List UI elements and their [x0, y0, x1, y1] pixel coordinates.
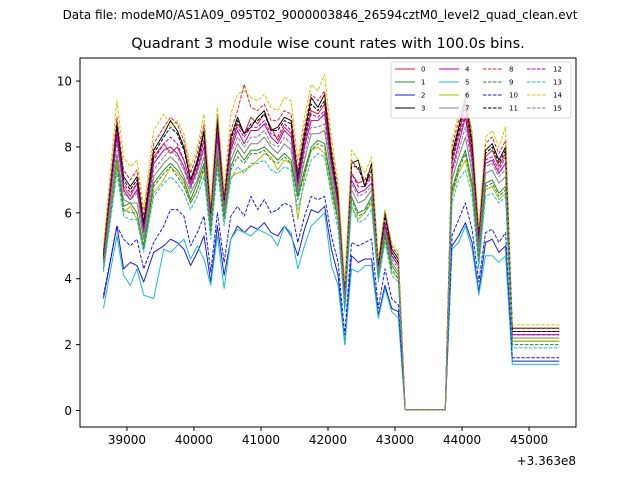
legend-label-0: 0 [421, 66, 425, 74]
series-line-15 [103, 123, 560, 411]
x-tick-label: 45000 [510, 433, 548, 447]
series-line-5 [103, 212, 560, 411]
y-tick-label: 0 [64, 404, 72, 418]
y-tick-label: 2 [64, 338, 72, 352]
legend-label-10: 10 [509, 92, 518, 100]
series-line-2 [103, 205, 560, 411]
series-line-12 [103, 110, 560, 411]
figure-suptitle: Data file: modeM0/AS1A09_095T02_90000038… [62, 8, 578, 22]
x-tick-label: 39000 [108, 433, 146, 447]
x-tick-label: 41000 [242, 433, 280, 447]
series-line-8 [103, 83, 560, 411]
x-tick-label: 40000 [175, 433, 213, 447]
series-line-9 [103, 143, 560, 411]
series-line-14 [103, 74, 560, 411]
series-line-11 [103, 100, 560, 411]
legend-label-11: 11 [509, 105, 518, 113]
legend-label-6: 6 [465, 92, 470, 100]
x-tick-label: 44000 [443, 433, 481, 447]
legend-label-3: 3 [421, 105, 425, 113]
legend-label-4: 4 [465, 66, 470, 74]
series-line-1 [103, 139, 560, 411]
legend-label-12: 12 [553, 66, 562, 74]
legend-label-2: 2 [421, 92, 425, 100]
legend-label-14: 14 [553, 92, 562, 100]
legend-label-9: 9 [509, 79, 513, 87]
legend-label-1: 1 [421, 79, 425, 87]
series-line-6 [103, 146, 560, 411]
y-tick-label: 6 [64, 206, 72, 220]
x-tick-label: 43000 [376, 433, 414, 447]
series-line-13 [103, 153, 560, 411]
chart-title: Quadrant 3 module wise count rates with … [131, 36, 525, 52]
axes-layer: 39000 40000 41000 42000 43000 44000 45000+3.36… [57, 57, 577, 468]
x-tick-label: 42000 [309, 433, 347, 447]
y-tick-label: 10 [57, 75, 72, 89]
x-offset-label: +3.363e8 [517, 454, 576, 468]
legend-box [390, 61, 572, 119]
legend-label-5: 5 [465, 79, 469, 87]
y-tick-label: 4 [64, 272, 72, 286]
legend-label-8: 8 [509, 66, 513, 74]
y-tick-label: 8 [64, 140, 72, 154]
series-line-3 [103, 93, 560, 411]
legend-label-13: 13 [553, 79, 562, 87]
legend-label-7: 7 [465, 105, 469, 113]
series-line-10 [103, 195, 560, 411]
legend-label-15: 15 [553, 105, 562, 113]
series-layer [103, 74, 560, 411]
